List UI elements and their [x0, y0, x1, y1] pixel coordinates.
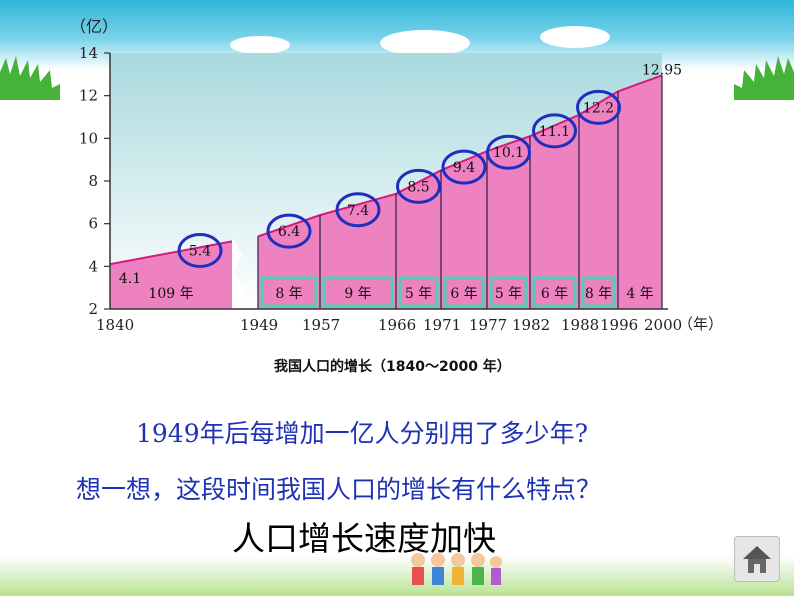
cloud-decoration: [540, 26, 610, 48]
value-circle: [441, 149, 487, 185]
area-segment: [258, 75, 662, 310]
x-tick-label: 1840: [96, 316, 134, 334]
interval-label: 9 年: [344, 286, 371, 302]
interval-box: [532, 276, 577, 308]
chart-caption: 我国人口的增长（1840～2000 年）: [274, 359, 511, 375]
data-label: 9.4: [453, 160, 475, 176]
cloud-decoration: [380, 30, 470, 56]
x-tick-label: 1977: [469, 316, 507, 334]
data-label: 4.1: [119, 271, 141, 287]
interval-label: 4 年: [626, 286, 653, 302]
interval-label: 5 年: [495, 286, 522, 302]
data-label: 10.1: [493, 145, 524, 161]
cloud-decoration: [230, 36, 290, 54]
x-tick-label: 1996: [600, 316, 638, 334]
x-tick-label: 1966: [378, 316, 416, 334]
interval-label: 5 年: [405, 286, 432, 302]
question-1: 1949年后每增加一亿人分别用了多少年?: [136, 419, 589, 448]
interval-label: 6 年: [541, 286, 568, 302]
axis-break: [232, 237, 248, 368]
y-tick-label: 14: [79, 44, 98, 62]
interval-box: [398, 276, 439, 308]
y-axis-label: （亿）: [70, 17, 118, 36]
interval-box: [581, 276, 616, 308]
x-axis-unit: （年）: [678, 315, 723, 333]
value-circle: [532, 113, 577, 149]
data-label: 12.2: [583, 100, 614, 116]
y-tick-label: 2: [88, 300, 98, 318]
data-label: 6.4: [278, 224, 300, 240]
value-circle: [266, 213, 312, 249]
interval-label: 109 年: [148, 286, 193, 302]
grass-decoration: [0, 556, 794, 596]
y-tick-label: 4: [88, 257, 98, 275]
grass-decoration: [734, 56, 794, 100]
interval-label: 8 年: [275, 286, 302, 302]
data-label: 12.95: [642, 62, 682, 78]
interval-label: 8 年: [585, 286, 612, 302]
grass-decoration: [0, 56, 60, 100]
area-segment: [110, 241, 232, 309]
data-label: 11.1: [539, 124, 570, 140]
value-circle: [576, 89, 621, 125]
home-icon: [743, 546, 771, 573]
value-circle: [396, 168, 441, 204]
answer-text: 人口增长速度加快: [232, 519, 496, 558]
x-tick-label: 1988: [561, 316, 599, 334]
interval-box: [322, 276, 394, 308]
interval-box: [443, 276, 485, 308]
home-button[interactable]: [734, 536, 780, 582]
data-label: 8.5: [407, 179, 429, 195]
children-illustration: [411, 553, 502, 585]
value-circle: [177, 232, 223, 268]
data-label: 5.4: [189, 243, 211, 259]
y-tick-label: 6: [88, 215, 98, 233]
question-2: 想一想，这段时间我国人口的增长有什么特点？: [76, 475, 602, 504]
x-tick-label: 1982: [512, 316, 550, 334]
x-tick-label: 2000: [644, 316, 682, 334]
interval-box: [260, 276, 318, 308]
interval-label: 6 年: [450, 286, 477, 302]
interval-box: [489, 276, 528, 308]
x-tick-label: 1971: [423, 316, 461, 334]
x-tick-label: 1957: [302, 316, 340, 334]
x-tick-label: 1949: [240, 316, 278, 334]
y-tick-label: 12: [79, 87, 98, 105]
y-tick-label: 8: [88, 172, 98, 190]
value-circle: [486, 134, 531, 170]
data-label: 7.4: [347, 203, 369, 219]
value-circle: [335, 192, 381, 228]
y-tick-label: 10: [79, 129, 98, 147]
